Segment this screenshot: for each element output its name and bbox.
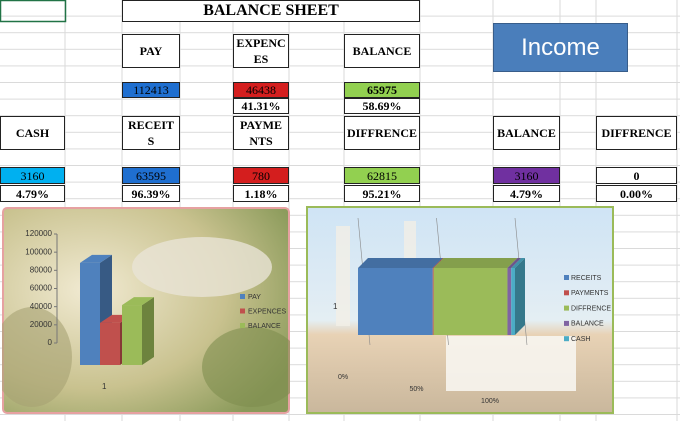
value-cell: 0 (596, 167, 677, 184)
bar (80, 262, 100, 365)
chart: 0% 50% 100% RECEITS PAYMENTS DIFFRENCE BALANCE… (306, 206, 614, 414)
legend-swatch (240, 294, 245, 299)
percent-cell: 95.21% (344, 185, 420, 202)
value-cell: 62815 (344, 167, 420, 184)
legend-swatch (240, 323, 245, 328)
header-cell: CASH (0, 116, 65, 150)
chart: 0 20000 40000 60000 80000 100000 120000 PAY EXPE… (2, 207, 290, 414)
value-cell: 63595 (122, 167, 180, 184)
bar-top (433, 258, 518, 268)
legend-swatch (564, 275, 569, 280)
percent-cell: 96.39% (122, 185, 180, 202)
percent-cell: 41.31% (233, 98, 289, 114)
bar (122, 305, 142, 365)
legend-label: PAYMENTS (571, 290, 609, 297)
x-tick-label: 1 (102, 382, 107, 391)
bar-top (432, 258, 444, 268)
legend-label: BALANCE (248, 323, 281, 330)
header-cell: PAY (122, 34, 180, 68)
y-tick-label: 100000 (25, 247, 52, 256)
bar (511, 268, 515, 335)
percent-cell: 1.18% (233, 185, 289, 202)
header-cell: RECEITS (122, 116, 180, 150)
header-cell: BALANCE (344, 34, 420, 68)
percent-cell: 58.69% (344, 98, 420, 114)
legend-label: CASH (571, 336, 590, 343)
sheet-title: BALANCE SHEET (122, 0, 420, 22)
bar-top (122, 297, 154, 306)
y-tick-label: 1 (333, 302, 338, 311)
bar (358, 268, 433, 335)
x-tick-label: 0% (338, 374, 348, 381)
bar-top (507, 258, 522, 268)
legend-swatch (564, 336, 569, 342)
header-cell: BALANCE (493, 116, 560, 150)
legend-label: EXPENCES (248, 308, 286, 315)
bar (433, 268, 508, 335)
y-tick-label: 80000 (30, 265, 53, 274)
bar-side (142, 297, 154, 365)
y-tick-label: 120000 (25, 229, 52, 238)
bar-top (358, 258, 443, 268)
value-cell: 112413 (122, 82, 180, 98)
y-tick-label: 40000 (30, 302, 53, 311)
legend-swatch (564, 290, 569, 296)
bar (507, 268, 512, 335)
header-cell: DIFFRENCE (596, 116, 677, 150)
legend-label: BALANCE (571, 321, 604, 328)
x-tick-label: 50% (409, 386, 423, 393)
legend-swatch (564, 305, 569, 311)
bar-top (511, 258, 525, 268)
header-cell: DIFFRENCE (344, 116, 420, 150)
y-tick-label: 0 (48, 338, 53, 347)
legend-label: DIFFRENCE (571, 305, 611, 312)
percent-cell: 0.00% (596, 185, 677, 202)
bar (100, 322, 120, 365)
legend-label: PAY (248, 294, 261, 301)
percent-cell: 4.79% (0, 185, 65, 202)
percent-cell: 4.79% (493, 185, 560, 202)
value-cell: 65975 (344, 82, 420, 98)
bar-end (515, 258, 525, 335)
legend-label: RECEITS (571, 275, 602, 282)
income-button[interactable]: Income (493, 23, 628, 72)
bar-top (80, 254, 112, 263)
y-tick-label: 60000 (30, 284, 53, 293)
header-cell: EXPENCES (233, 34, 289, 68)
legend-swatch (240, 308, 245, 314)
y-tick-label: 20000 (30, 320, 53, 329)
legend-swatch (564, 320, 569, 326)
value-cell: 3160 (493, 167, 560, 184)
value-cell: 780 (233, 167, 289, 184)
value-cell: 46438 (233, 82, 289, 98)
bar (432, 268, 434, 335)
x-tick-label: 100% (481, 398, 499, 405)
header-cell: PAYMENTS (233, 116, 289, 150)
value-cell: 3160 (0, 167, 65, 184)
